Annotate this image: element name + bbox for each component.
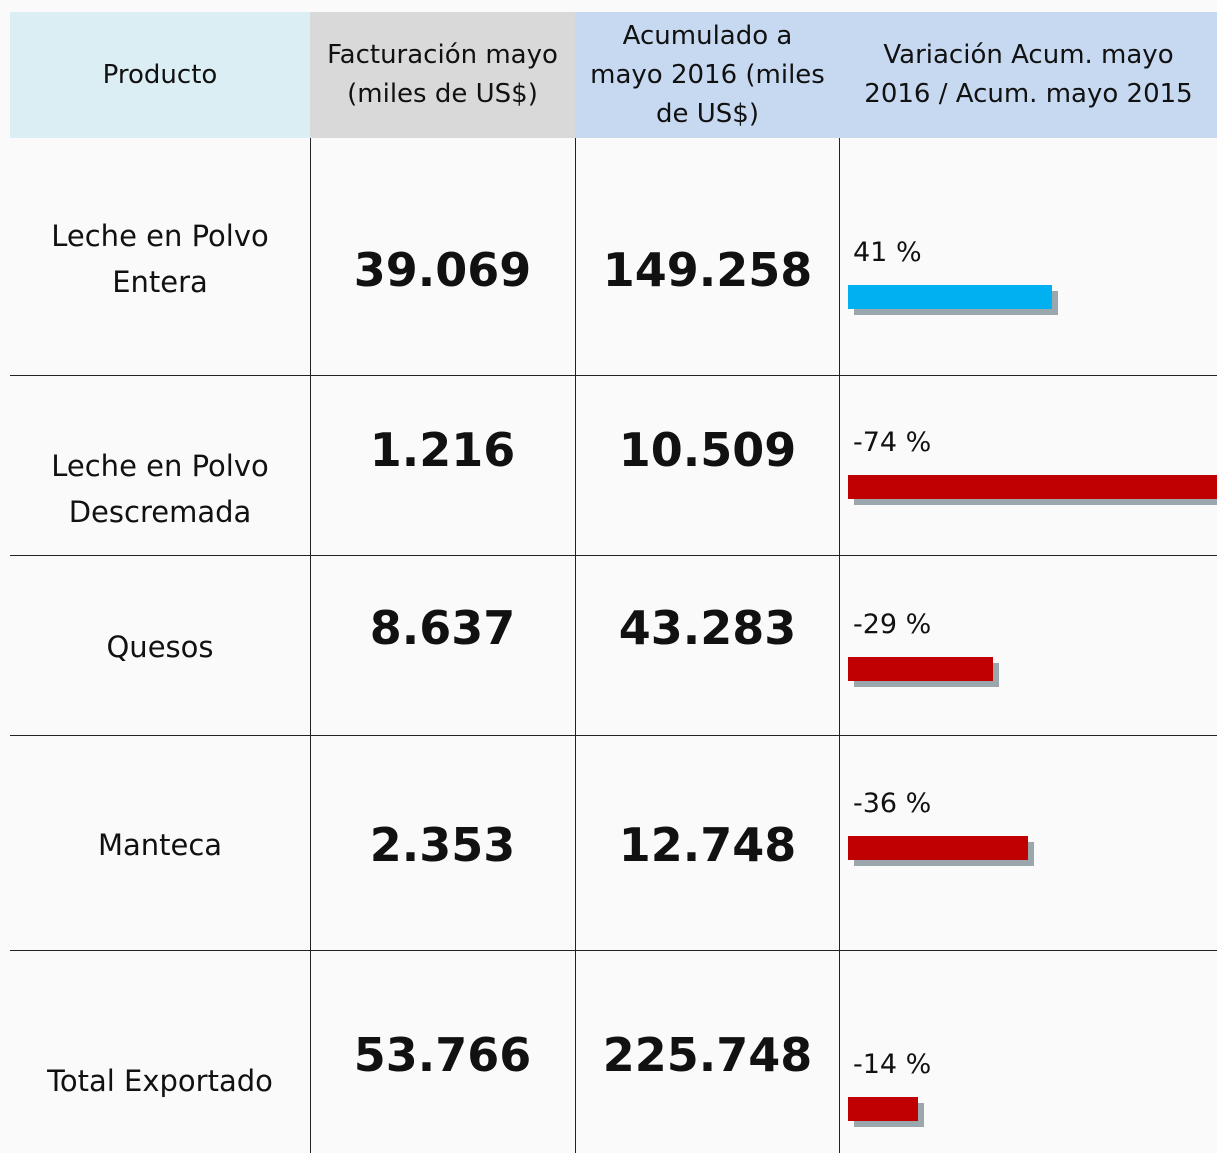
- header-cell: Producto: [10, 12, 310, 138]
- product: Leche en Polvo Entera: [51, 219, 269, 299]
- month-value: 53.766: [353, 1028, 532, 1082]
- month-value: 2.353: [369, 818, 516, 872]
- header-cell: Acumulado a mayo 2016 (miles de US$): [575, 12, 840, 138]
- variation-bar: [848, 475, 1217, 499]
- variation-bar: [848, 836, 1028, 860]
- variation-label: -14 %: [853, 1049, 932, 1080]
- accumulated-value: 43.283: [618, 601, 797, 655]
- variation-bar: [848, 657, 993, 681]
- header-cell: Facturación mayo (miles de US$): [310, 12, 575, 138]
- product: Quesos: [106, 630, 214, 664]
- month-value: 39.069: [353, 243, 532, 297]
- variation-label: -29 %: [853, 609, 932, 640]
- month-value: 8.637: [369, 601, 516, 655]
- row-divider: [10, 950, 1217, 951]
- divider: [310, 138, 311, 1153]
- divider: [575, 138, 576, 1153]
- variation-label: 41 %: [853, 237, 922, 268]
- variation-bar: [848, 1097, 918, 1121]
- variation-label: -36 %: [853, 788, 932, 819]
- product: Total Exportado: [47, 1064, 273, 1098]
- row-divider: [10, 735, 1217, 736]
- accumulated-value: 149.258: [602, 243, 813, 297]
- variation-bar: [848, 285, 1053, 309]
- variation-label: -74 %: [853, 427, 932, 458]
- accumulated-value: 10.509: [618, 423, 797, 477]
- accumulated-value: 225.748: [602, 1028, 813, 1082]
- accumulated-value: 12.748: [618, 818, 797, 872]
- divider: [839, 138, 840, 1153]
- product: Manteca: [97, 828, 223, 862]
- month-value: 1.216: [369, 423, 516, 477]
- row-divider: [10, 555, 1217, 556]
- header-cell: Variación Acum. mayo 2016 / Acum. mayo 2…: [840, 12, 1217, 138]
- product: Leche en Polvo Descremada: [51, 449, 269, 529]
- row-divider: [10, 375, 1217, 376]
